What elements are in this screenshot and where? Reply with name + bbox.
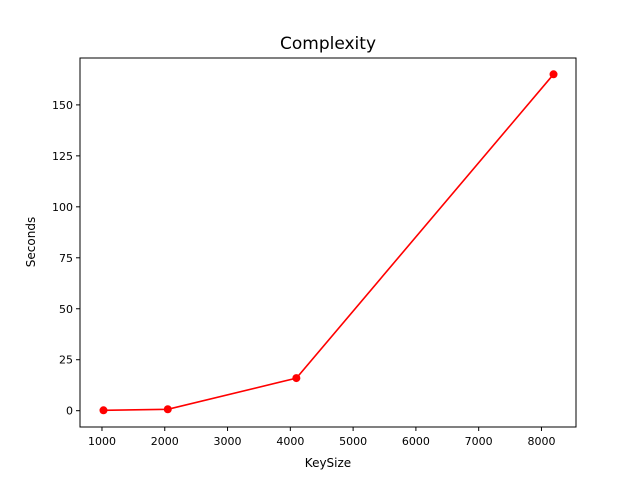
x-tick-label: 4000 <box>276 435 304 448</box>
series-layer <box>99 70 558 415</box>
data-point <box>163 405 172 414</box>
x-tick-label: 5000 <box>339 435 367 448</box>
y-tick-label: 50 <box>59 303 73 316</box>
plot-area <box>79 57 577 428</box>
x-axis-label: KeySize <box>305 456 351 470</box>
y-tick-label: 125 <box>52 150 73 163</box>
x-tick-label: 8000 <box>527 435 555 448</box>
y-axis-label: Seconds <box>24 217 38 267</box>
x-tick-label: 6000 <box>402 435 430 448</box>
x-tick-label: 1000 <box>88 435 116 448</box>
x-tick-label: 7000 <box>465 435 493 448</box>
x-tick-label: 3000 <box>214 435 242 448</box>
x-tick-label: 2000 <box>151 435 179 448</box>
y-tick-label: 150 <box>52 99 73 112</box>
y-axis: 0 25 50 75 100 125 150 <box>52 99 80 418</box>
chart-title: Complexity <box>280 34 376 54</box>
data-point <box>292 374 301 383</box>
x-axis: 1000 2000 3000 4000 5000 6000 7000 8000 <box>88 427 555 448</box>
y-tick-label: 75 <box>59 252 73 265</box>
data-point <box>99 406 108 415</box>
data-point <box>549 70 558 79</box>
series-line <box>103 73 555 412</box>
y-tick-label: 25 <box>59 354 73 367</box>
y-tick-label: 0 <box>66 405 73 418</box>
y-tick-label: 100 <box>52 201 73 214</box>
